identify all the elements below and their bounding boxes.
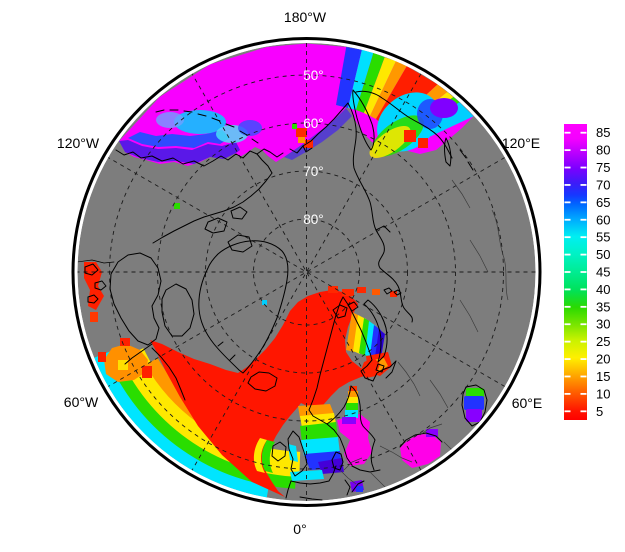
colorbar-tick-label: 10 (596, 386, 610, 401)
colorbar-tick-label: 85 (596, 125, 610, 140)
data-field-atlantic (84, 203, 484, 498)
colorbar-tick-label: 40 (596, 282, 610, 297)
meridian-label-60w: 60°W (64, 394, 99, 410)
inner-white-ring (74, 40, 539, 504)
colorbar-tick-label: 50 (596, 247, 610, 262)
data-field-pacific (119, 43, 474, 166)
colorbar-tick-label: 70 (596, 177, 610, 192)
colorbar-tick-label: 5 (596, 404, 603, 419)
latitude-label-80: 80° (303, 212, 323, 227)
map-disc: 50° 60° 70° 80° (77, 43, 536, 501)
colorbar-tick-label: 65 (596, 195, 610, 210)
coastlines (77, 89, 488, 501)
colorbar-tick-label: 60 (596, 212, 610, 227)
colorbar-gradient-bar (564, 124, 587, 420)
meridian-label-120w: 120°W (57, 135, 100, 151)
meridian-labels: 180°W 120°W 120°E 60°W 60°E 0° (57, 9, 542, 537)
colorbar-tick-label: 30 (596, 317, 610, 332)
latitude-label-70: 70° (303, 164, 323, 179)
meridian-label-60e: 60°E (512, 395, 543, 411)
latitude-label-60: 60° (303, 116, 323, 131)
colorbar-tick-label: 15 (596, 369, 610, 384)
meridian-label-0: 0° (293, 521, 306, 537)
colorbar-tick-label: 45 (596, 265, 610, 280)
meridian-label-180w: 180°W (284, 9, 327, 25)
graticule (77, 43, 536, 501)
meridian-label-120e: 120°E (502, 135, 540, 151)
latitude-label-50: 50° (303, 68, 323, 83)
colorbar-tick-label: 25 (596, 334, 610, 349)
colorbar-tick-label: 80 (596, 143, 610, 158)
colorbar-tick-label: 20 (596, 352, 610, 367)
latitude-labels: 50° 60° 70° 80° (303, 68, 323, 227)
colorbar-tick-label: 55 (596, 230, 610, 245)
colorbar: 5 10 15 20 25 30 35 40 45 50 55 60 65 70 75 80 85 (564, 124, 610, 420)
colorbar-tick-label: 75 (596, 160, 610, 175)
colorbar-tick-label: 35 (596, 299, 610, 314)
colorbar-labels: 5 10 15 20 25 30 35 40 45 50 55 60 65 70 75 80 85 (596, 125, 610, 419)
country-borders (339, 179, 509, 489)
colorbar-ticks (564, 131, 587, 413)
map-border-circle (71, 37, 542, 507)
